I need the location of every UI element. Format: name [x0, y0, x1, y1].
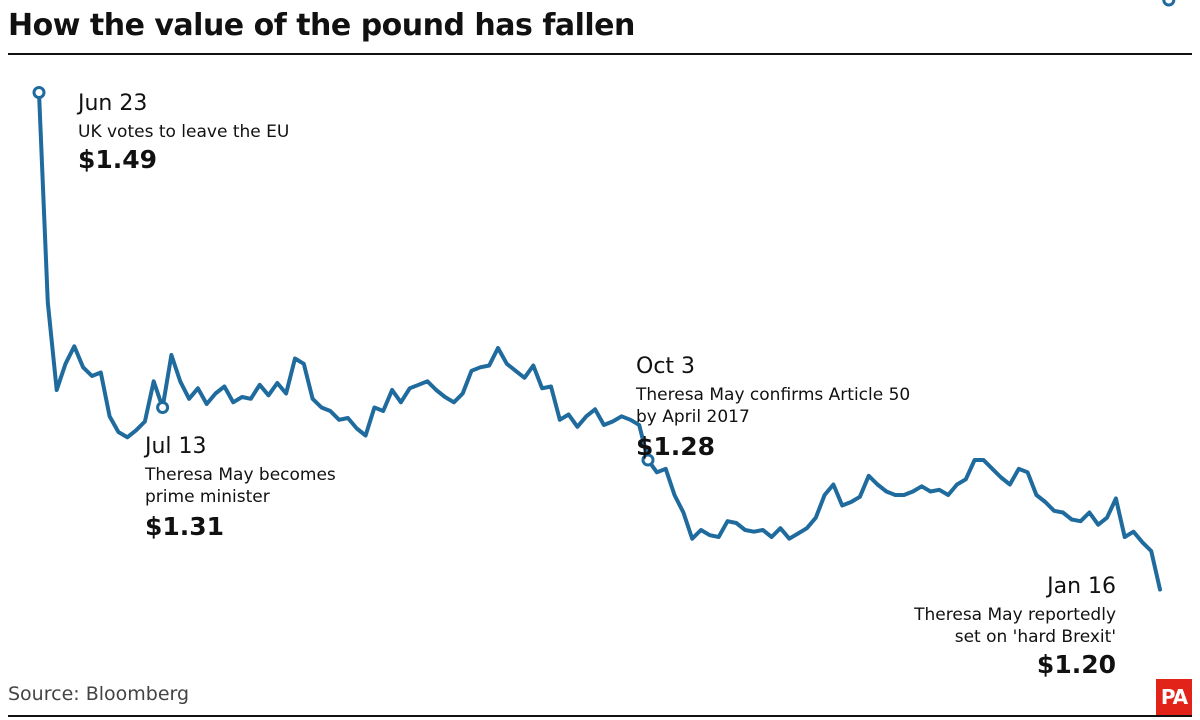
annotation-date-jan-16: Jan 16 [1045, 574, 1116, 599]
point-marker-jan-16 [1162, 0, 1176, 7]
annotation-date-oct-3: Oct 3 [636, 354, 695, 379]
footer-divider [8, 715, 1192, 717]
annotation-text-jan-16-line1: Theresa May reportedly [913, 605, 1116, 625]
point-marker-jul-13 [156, 401, 170, 414]
annotation-date-jun-23: Jun 23 [76, 91, 147, 116]
annotation-text-jul-13-line2: prime minister [145, 487, 270, 507]
annotation-text-jan-16-line2: set on 'hard Brexit' [955, 627, 1116, 647]
pa-logo: PA [1156, 679, 1192, 715]
annotation-text-oct-3-line1: Theresa May confirms Article 50 [635, 385, 910, 405]
source-note: Source: Bloomberg [8, 683, 190, 705]
annotation-value-jan-16: $1.20 [1037, 650, 1116, 679]
annotation-text-jun-23: UK votes to leave the EU [78, 122, 289, 142]
chart-title: How the value of the pound has fallen [8, 8, 635, 43]
annotation-text-jul-13-line1: Theresa May becomes [144, 465, 336, 485]
series-line-gbp-usd [37, 90, 1162, 592]
annotation-value-oct-3: $1.28 [636, 432, 715, 461]
annotation-value-jun-23: $1.49 [78, 145, 157, 174]
point-marker-jun-23 [32, 86, 46, 99]
annotation-value-jul-13: $1.31 [145, 512, 224, 541]
title-divider [8, 53, 1192, 55]
point-marker-oct-3 [641, 453, 655, 467]
annotation-text-oct-3-line2: by April 2017 [636, 407, 750, 427]
annotation-date-jul-13: Jul 13 [143, 434, 207, 459]
